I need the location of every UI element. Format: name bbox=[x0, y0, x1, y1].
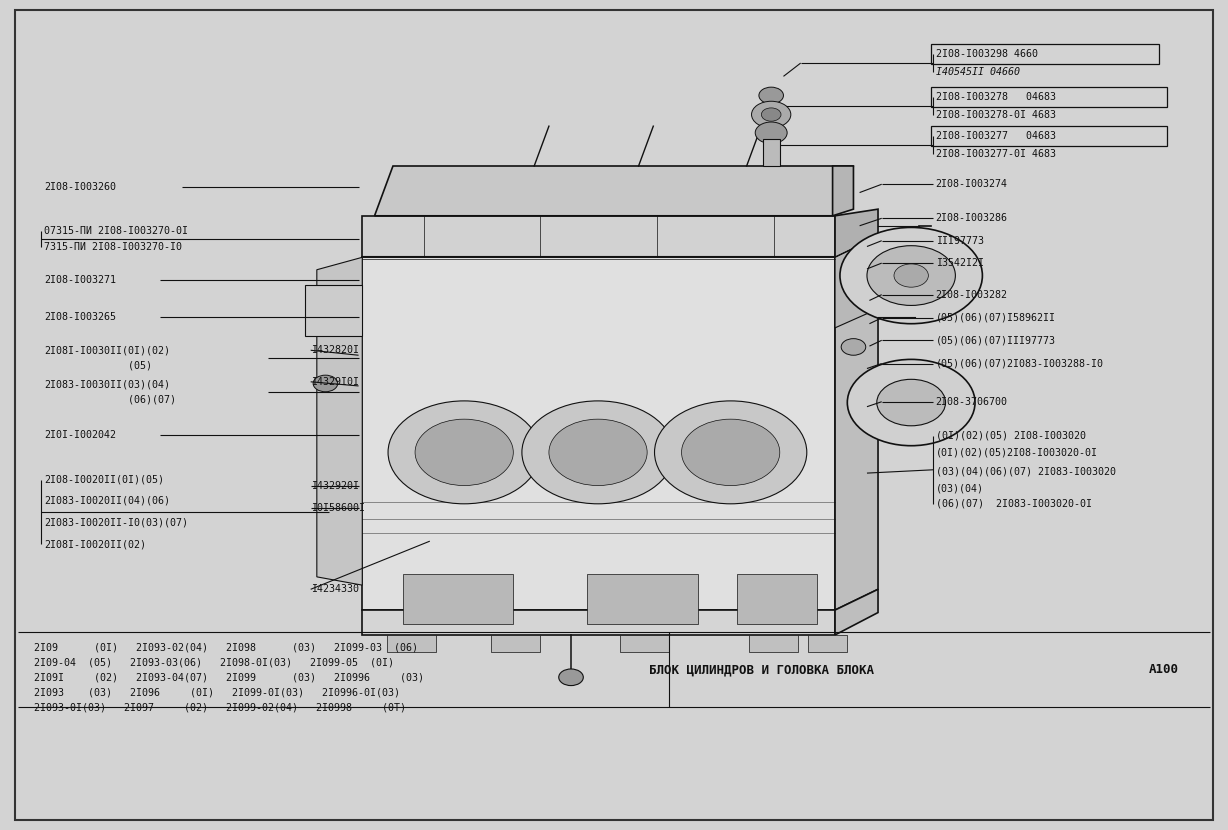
Polygon shape bbox=[375, 166, 853, 216]
Text: А100: А100 bbox=[1149, 663, 1179, 676]
Bar bbox=[808, 635, 847, 652]
Circle shape bbox=[894, 264, 928, 287]
Text: (05)(06)(07)2I083-I003288-I0: (05)(06)(07)2I083-I003288-I0 bbox=[936, 359, 1104, 369]
Text: (06)(07): (06)(07) bbox=[44, 394, 176, 404]
Text: 2I093    (03)   2I096     (0I)   2I099-0I(03)   2I0996-0I(03): 2I093 (03) 2I096 (0I) 2I099-0I(03) 2I099… bbox=[34, 687, 400, 697]
Circle shape bbox=[388, 401, 540, 504]
Text: 2I08I-I0030II(0I)(02): 2I08I-I0030II(0I)(02) bbox=[44, 345, 171, 355]
Polygon shape bbox=[835, 209, 878, 257]
Bar bbox=[931, 44, 1159, 64]
Polygon shape bbox=[362, 257, 835, 610]
Circle shape bbox=[559, 669, 583, 686]
Bar bbox=[931, 126, 1167, 146]
Circle shape bbox=[549, 419, 647, 486]
Text: 2I08-I003278-0I 4683: 2I08-I003278-0I 4683 bbox=[936, 110, 1056, 120]
Text: I4234330: I4234330 bbox=[311, 584, 359, 594]
Text: (05)(06)(07)I58962II: (05)(06)(07)I58962II bbox=[936, 313, 1056, 323]
Bar bbox=[403, 574, 513, 624]
Text: 2I08I-I0020II(02): 2I08I-I0020II(02) bbox=[44, 540, 146, 549]
Text: 2I083-I0020II-I0(03)(07): 2I083-I0020II-I0(03)(07) bbox=[44, 518, 188, 528]
Text: I4329I0I: I4329I0I bbox=[311, 377, 359, 387]
Bar bbox=[620, 635, 669, 652]
Text: 7315-ПИ 2I08-I003270-I0: 7315-ПИ 2I08-I003270-I0 bbox=[44, 242, 182, 251]
Text: (05)(06)(07)III97773: (05)(06)(07)III97773 bbox=[936, 335, 1056, 345]
Text: 2I08-I003260: 2I08-I003260 bbox=[44, 182, 117, 192]
Circle shape bbox=[415, 419, 513, 486]
Circle shape bbox=[759, 87, 783, 104]
Circle shape bbox=[867, 246, 955, 305]
Text: (0I)(02)(05)2I08-I003020-0I: (0I)(02)(05)2I08-I003020-0I bbox=[936, 447, 1098, 457]
Bar bbox=[763, 139, 780, 166]
Text: 2I08-3706700: 2I08-3706700 bbox=[936, 397, 1008, 407]
Text: 2I08-I003298 4660: 2I08-I003298 4660 bbox=[936, 49, 1038, 59]
Text: 2I08-I003265: 2I08-I003265 bbox=[44, 312, 117, 322]
Text: (03)(04)(06)(07) 2I083-I003020: (03)(04)(06)(07) 2I083-I003020 bbox=[936, 466, 1116, 476]
Circle shape bbox=[752, 101, 791, 128]
Text: 2I083-I0030II(03)(04): 2I083-I0030II(03)(04) bbox=[44, 379, 171, 389]
Text: 2I083-I0020II(04)(06): 2I083-I0020II(04)(06) bbox=[44, 496, 171, 505]
Text: I432920I: I432920I bbox=[311, 481, 359, 491]
Polygon shape bbox=[835, 237, 878, 328]
Text: БЛОК ЦИЛИНДРОВ И ГОЛОВКА БЛОКА: БЛОК ЦИЛИНДРОВ И ГОЛОВКА БЛОКА bbox=[648, 663, 874, 676]
Circle shape bbox=[847, 359, 975, 446]
Text: 07315-ПИ 2I08-I003270-0I: 07315-ПИ 2I08-I003270-0I bbox=[44, 226, 188, 236]
Bar bbox=[491, 635, 540, 652]
Text: 2I08-I003271: 2I08-I003271 bbox=[44, 275, 117, 285]
Bar bbox=[305, 285, 362, 336]
Text: 2I08-I0020II(0I)(05): 2I08-I0020II(0I)(05) bbox=[44, 475, 165, 485]
Text: 2I08-I003277   04683: 2I08-I003277 04683 bbox=[936, 131, 1056, 141]
Circle shape bbox=[877, 379, 946, 426]
Text: (03)(04): (03)(04) bbox=[936, 483, 984, 493]
Text: 2I08-I003278   04683: 2I08-I003278 04683 bbox=[936, 92, 1056, 102]
Bar bbox=[749, 635, 798, 652]
Text: I3542I2I: I3542I2I bbox=[936, 258, 984, 268]
Text: (05): (05) bbox=[44, 360, 152, 370]
Text: 2I09I     (02)   2I093-04(07)   2I099      (03)   2I0996     (03): 2I09I (02) 2I093-04(07) 2I099 (03) 2I099… bbox=[34, 672, 425, 682]
Text: (0I)(02)(05) 2I08-I003020: (0I)(02)(05) 2I08-I003020 bbox=[936, 431, 1086, 441]
Circle shape bbox=[313, 375, 338, 392]
Text: 2I09      (0I)   2I093-02(04)   2I098      (03)   2I099-03  (06): 2I09 (0I) 2I093-02(04) 2I098 (03) 2I099-… bbox=[34, 642, 419, 652]
Polygon shape bbox=[362, 610, 835, 635]
Bar bbox=[587, 574, 698, 624]
Circle shape bbox=[682, 419, 780, 486]
Circle shape bbox=[755, 122, 787, 144]
Text: (06)(07)  2I083-I003020-0I: (06)(07) 2I083-I003020-0I bbox=[936, 499, 1092, 509]
Bar bbox=[387, 635, 436, 652]
Text: 2I08-I003282: 2I08-I003282 bbox=[936, 290, 1008, 300]
Text: 2I08-I003274: 2I08-I003274 bbox=[936, 179, 1008, 189]
Bar bbox=[931, 87, 1167, 107]
Circle shape bbox=[522, 401, 674, 504]
Bar bbox=[737, 574, 817, 624]
Text: 2I09-04  (05)   2I093-03(06)   2I098-0I(03)   2I099-05  (0I): 2I09-04 (05) 2I093-03(06) 2I098-0I(03) 2… bbox=[34, 657, 394, 667]
Polygon shape bbox=[317, 257, 362, 585]
Circle shape bbox=[841, 339, 866, 355]
Text: III97773: III97773 bbox=[936, 236, 984, 246]
Text: 2I0I-I002042: 2I0I-I002042 bbox=[44, 430, 117, 440]
Polygon shape bbox=[835, 237, 878, 610]
Circle shape bbox=[840, 227, 982, 324]
Polygon shape bbox=[362, 216, 835, 257]
Polygon shape bbox=[833, 166, 853, 216]
Text: 2I093-0I(03)   2I097     (02)   2I099-02(04)   2I0998     (0T): 2I093-0I(03) 2I097 (02) 2I099-02(04) 2I0… bbox=[34, 702, 406, 712]
Text: I40545II 04660: I40545II 04660 bbox=[936, 67, 1019, 77]
Circle shape bbox=[761, 108, 781, 121]
Polygon shape bbox=[835, 589, 878, 635]
Text: 2I08-I003286: 2I08-I003286 bbox=[936, 213, 1008, 223]
Circle shape bbox=[655, 401, 807, 504]
Text: I0I58600I: I0I58600I bbox=[311, 503, 365, 513]
Text: I432820I: I432820I bbox=[311, 345, 359, 355]
Text: 2I08-I003277-0I 4683: 2I08-I003277-0I 4683 bbox=[936, 149, 1056, 159]
